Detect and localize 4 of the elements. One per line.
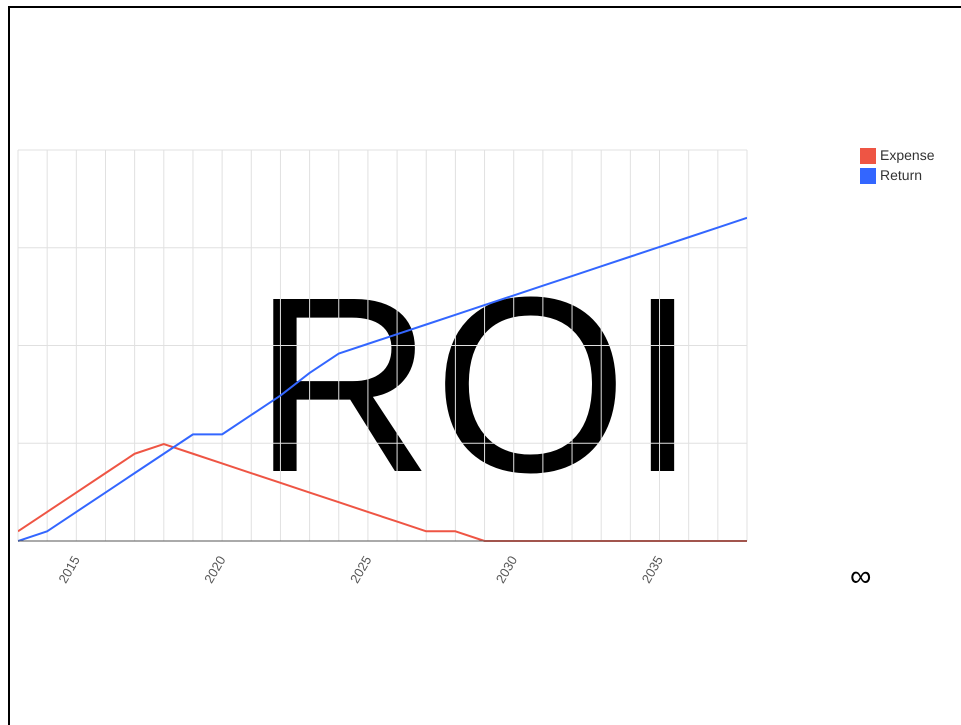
annotation: ROI — [252, 244, 698, 526]
legend-label: Expense — [880, 147, 934, 163]
legend-label: Return — [880, 167, 922, 183]
text: ∞ — [850, 560, 872, 594]
